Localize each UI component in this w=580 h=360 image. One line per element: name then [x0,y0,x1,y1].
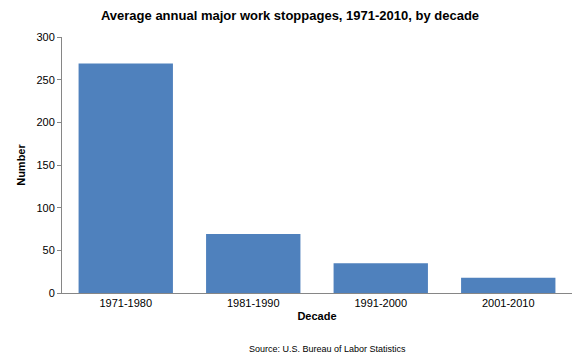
svg-text:2001-2010: 2001-2010 [482,297,535,309]
svg-text:250: 250 [36,74,54,86]
svg-text:50: 50 [43,244,55,256]
svg-text:1991-2000: 1991-2000 [354,297,407,309]
svg-text:Number: Number [15,144,27,186]
svg-text:1981-1990: 1981-1990 [227,297,280,309]
svg-text:100: 100 [36,202,54,214]
svg-text:0: 0 [49,287,55,299]
svg-text:200: 200 [36,116,54,128]
svg-text:150: 150 [36,159,54,171]
svg-text:Source: U.S. Bureau of Labor S: Source: U.S. Bureau of Labor Statistics [249,344,406,354]
svg-text:300: 300 [36,31,54,43]
svg-text:Decade: Decade [297,310,336,322]
svg-text:1971-1980: 1971-1980 [99,297,152,309]
svg-text:Average annual major work stop: Average annual major work stoppages, 197… [101,8,479,23]
